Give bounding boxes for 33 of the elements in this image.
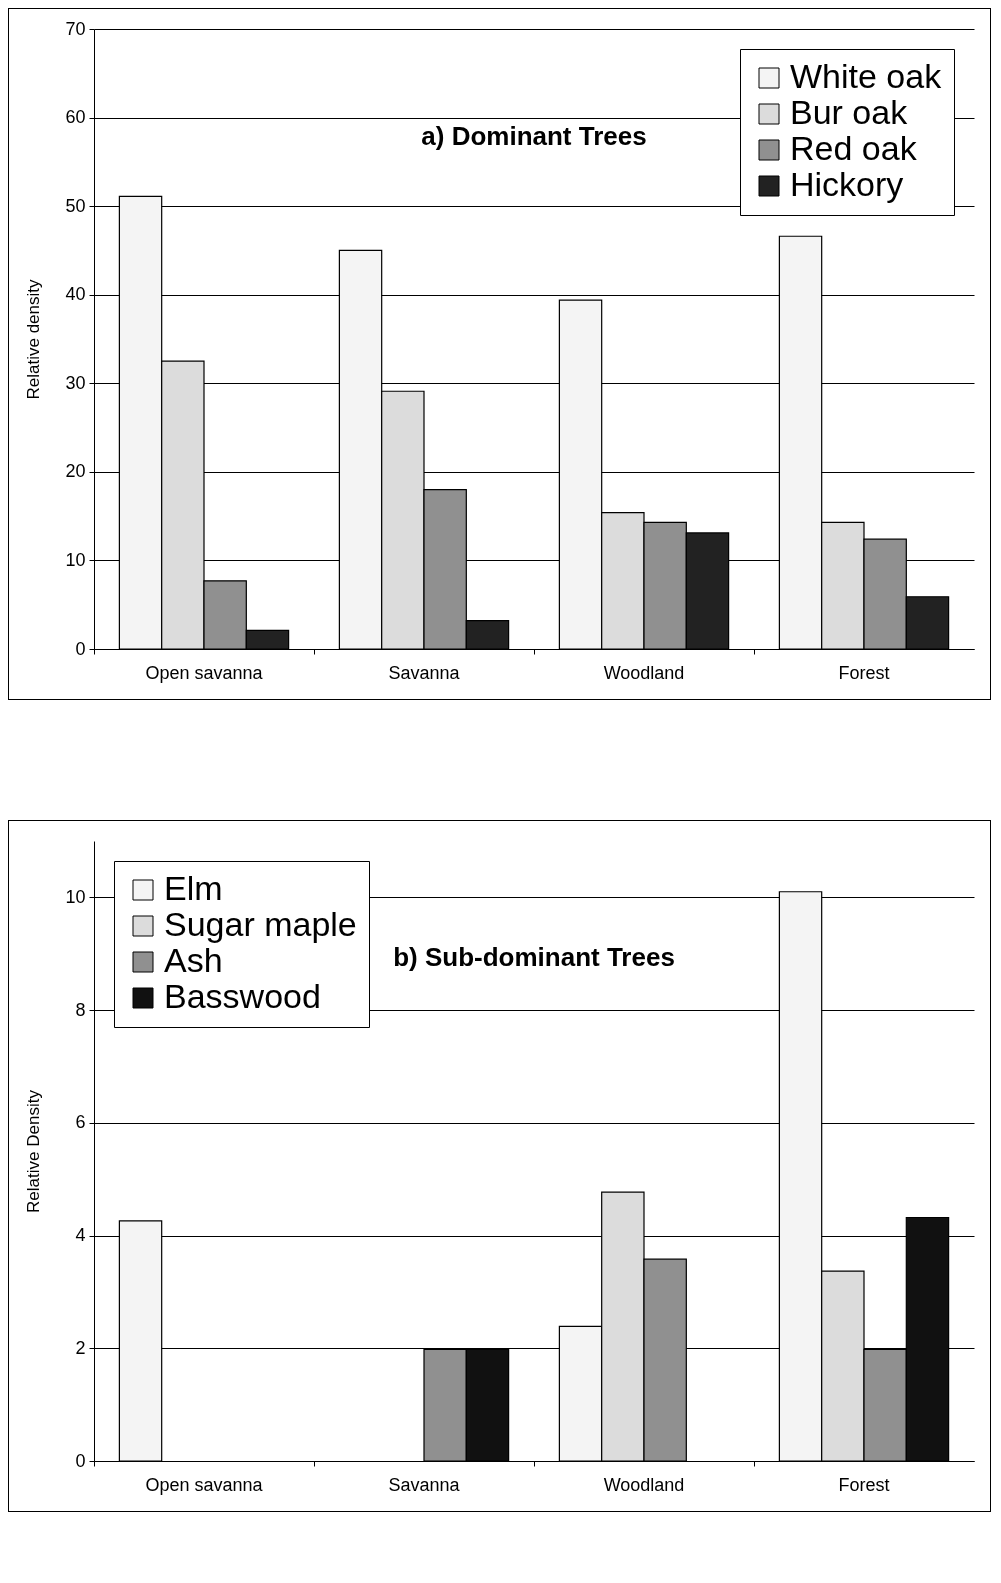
x-tick-label: Woodland	[603, 1474, 685, 1495]
y-axis-title: Relative density	[24, 279, 44, 400]
y-tick-label: 50	[65, 195, 86, 216]
legend-label: Bur oak	[790, 93, 909, 131]
text: b) Sub-dominant Trees	[393, 942, 675, 972]
y-tick-label: 10	[65, 549, 86, 570]
x-tick-label: Woodland	[603, 662, 685, 683]
y-tick-label: 6	[75, 1112, 86, 1133]
y-tick-label: 20	[65, 461, 86, 482]
y-tick-label: 40	[65, 284, 86, 305]
y-tick-label: 8	[75, 999, 86, 1020]
legend-label: Red oak	[790, 129, 918, 167]
x-tick-label: Forest	[838, 662, 890, 683]
y-tick-label: 60	[65, 107, 86, 128]
legend-label: Hickory	[790, 165, 904, 203]
y-tick-label: 70	[65, 18, 86, 39]
y-tick-label: 10	[65, 886, 86, 907]
y-tick-label: 0	[75, 638, 86, 659]
legend-label: Basswood	[164, 977, 321, 1015]
legend-label: White oak	[790, 57, 943, 95]
x-tick-label: Open savanna	[145, 1474, 264, 1495]
y-axis-title: Relative Density	[24, 1089, 44, 1213]
y-tick-label: 2	[75, 1337, 86, 1358]
y-tick-label: 0	[75, 1450, 86, 1471]
y-tick-label: 4	[75, 1225, 86, 1246]
legend-label: Elm	[164, 869, 223, 907]
x-tick-label: Savanna	[388, 662, 461, 683]
text: a) Dominant Trees	[421, 121, 647, 151]
y-tick-label: 30	[65, 372, 86, 393]
x-tick-label: Savanna	[388, 1474, 461, 1495]
x-tick-label: Open savanna	[145, 662, 264, 683]
x-tick-label: Forest	[838, 1474, 890, 1495]
legend-label: Sugar maple	[164, 905, 357, 943]
